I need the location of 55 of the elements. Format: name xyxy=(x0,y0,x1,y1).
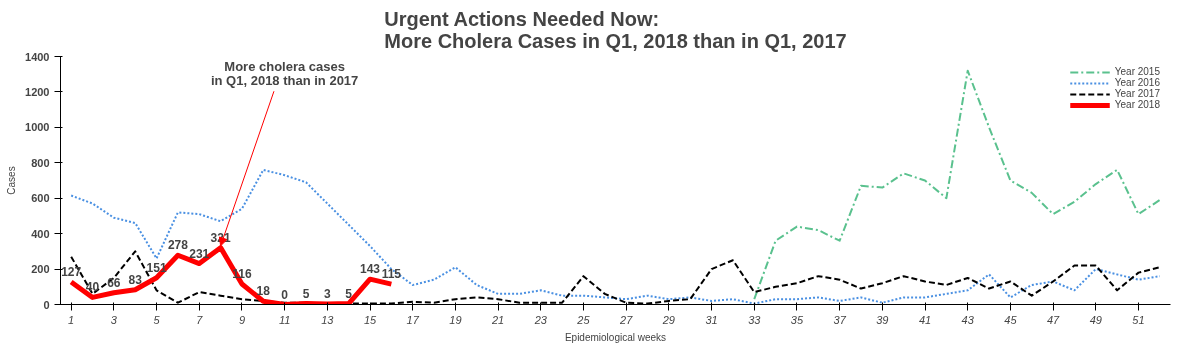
x-tick-label: 17 xyxy=(406,313,420,326)
data-label: 18 xyxy=(256,284,271,299)
legend-label: Year 2016 xyxy=(1114,77,1160,88)
x-tick-label: 45 xyxy=(1004,313,1018,326)
y-tick-label: 1400 xyxy=(25,50,50,63)
x-tick-label: 13 xyxy=(321,313,335,326)
x-tick-label: 1 xyxy=(68,313,75,326)
x-tick-label: 37 xyxy=(833,313,847,326)
x-tick-label: 23 xyxy=(533,313,548,326)
x-tick-label: 25 xyxy=(576,313,591,326)
data-label: 83 xyxy=(128,272,143,287)
legend-label: Year 2017 xyxy=(1114,88,1160,99)
chart-title: Urgent Actions Needed Now: More Cholera Cases in Q1, 2018 than in Q1, 2017 xyxy=(384,7,847,52)
y-tick-label: 800 xyxy=(31,156,50,169)
y-tick-label: 400 xyxy=(31,227,50,240)
data-label: 143 xyxy=(360,262,381,277)
y-tick-label: 200 xyxy=(31,263,50,276)
data-label: 231 xyxy=(189,246,210,261)
x-tick-label: 29 xyxy=(661,313,675,326)
data-label: 5 xyxy=(345,286,353,301)
x-tick-label: 41 xyxy=(918,313,932,326)
y-tick-label: 0 xyxy=(43,298,50,311)
x-tick-label: 21 xyxy=(490,313,505,326)
y-tick-label: 1200 xyxy=(25,85,50,98)
annotation: More cholera cases in Q1, 2018 than in 2017 xyxy=(210,58,359,88)
x-tick-label: 31 xyxy=(705,313,718,326)
x-tick-label: 5 xyxy=(153,313,161,326)
x-tick-label: 11 xyxy=(278,313,291,326)
x-tick-label: 3 xyxy=(110,313,118,326)
line-series xyxy=(753,69,1161,301)
x-tick-label: 27 xyxy=(619,313,634,326)
data-label: 66 xyxy=(107,275,121,290)
x-tick-label: 39 xyxy=(876,313,889,326)
data-label: 0 xyxy=(281,287,289,302)
data-label: 127 xyxy=(61,265,82,279)
x-tick-label: 43 xyxy=(961,313,975,326)
x-tick-label: 7 xyxy=(196,313,204,326)
data-label: 115 xyxy=(381,267,402,282)
y-axis-title: Cases xyxy=(6,166,18,195)
x-tick-label: 35 xyxy=(790,313,804,326)
x-tick-label: 9 xyxy=(238,313,246,326)
legend-label: Year 2015 xyxy=(1114,66,1160,77)
x-tick-label: 33 xyxy=(748,313,762,326)
x-tick-label: 51 xyxy=(1132,313,1145,326)
x-tick-label: 19 xyxy=(449,313,462,326)
data-label: 278 xyxy=(167,238,189,253)
x-axis-title: Epidemiological weeks xyxy=(564,331,667,343)
data-label: 3 xyxy=(323,286,331,301)
data-label: 5 xyxy=(302,286,310,301)
x-tick-label: 49 xyxy=(1089,313,1102,326)
x-tick-label: 15 xyxy=(363,313,378,326)
y-tick-label: 1000 xyxy=(25,121,50,134)
x-tick-label: 47 xyxy=(1046,313,1061,326)
y-tick-label: 600 xyxy=(31,192,50,205)
legend-label: Year 2018 xyxy=(1114,99,1160,110)
